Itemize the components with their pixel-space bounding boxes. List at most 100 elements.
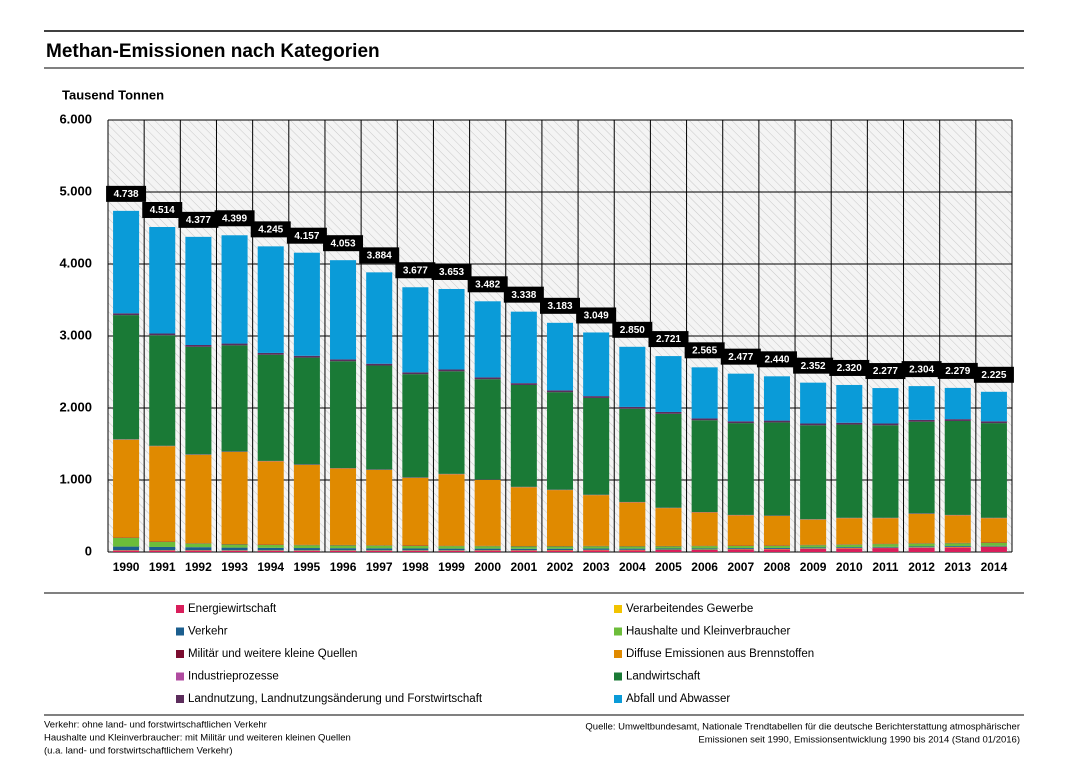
- bar-segment: [944, 546, 971, 547]
- x-tick-label: 1999: [438, 560, 465, 574]
- x-tick-label: 1993: [221, 560, 248, 574]
- bar-segment: [474, 550, 501, 552]
- total-label-box: [467, 276, 508, 293]
- bar-segment: [800, 519, 827, 545]
- total-label: 3.049: [584, 311, 609, 322]
- bar-segment: [438, 474, 465, 546]
- bar-segment: [836, 548, 863, 552]
- x-tick-label: 1991: [149, 560, 176, 574]
- bar-segment: [293, 550, 320, 552]
- total-label: 2.225: [981, 370, 1006, 381]
- y-axis-label: Tausend Tonnen: [62, 87, 164, 102]
- bar-segment: [366, 363, 393, 366]
- bar-segment: [836, 547, 863, 549]
- bar-segment: [330, 359, 357, 362]
- bar-segment: [944, 419, 971, 421]
- bar-segment: [510, 550, 537, 552]
- x-tick-label: 1997: [366, 560, 393, 574]
- bar-segment: [583, 397, 610, 495]
- bar-segment: [293, 464, 320, 545]
- bar-segment: [691, 367, 718, 419]
- total-label-box: [395, 262, 436, 279]
- bar-segment: [872, 546, 899, 548]
- total-label-box: [829, 359, 870, 376]
- bar-segment: [619, 548, 646, 550]
- x-tick-label: 2005: [655, 560, 682, 574]
- bar-segment: [691, 549, 718, 552]
- bar-segment: [980, 421, 1007, 424]
- x-tick-label: 2002: [547, 560, 574, 574]
- total-label: 3.653: [439, 267, 464, 278]
- x-tick-label: 1996: [330, 560, 357, 574]
- bar-segment: [510, 383, 537, 385]
- bar-segment: [474, 548, 501, 551]
- bar-segment: [221, 345, 248, 452]
- bar-segment: [727, 423, 754, 515]
- bar-segment: [655, 549, 682, 552]
- bar-segment: [763, 376, 790, 421]
- bar-segment: [619, 346, 646, 407]
- bar-segment: [149, 546, 176, 551]
- bar-segment: [944, 543, 971, 547]
- bar-segment: [402, 287, 429, 373]
- bar-segment: [908, 546, 935, 548]
- bar-segment: [836, 384, 863, 423]
- total-label-box: [142, 201, 183, 218]
- bar-segment: [257, 352, 284, 355]
- bar-segment: [257, 246, 284, 353]
- total-label: 3.183: [547, 301, 572, 312]
- x-tick-label: 2001: [510, 560, 537, 574]
- bar-segment: [149, 335, 176, 446]
- bar-segment: [655, 546, 682, 549]
- bar-segment: [113, 550, 140, 552]
- total-label: 2.304: [909, 364, 934, 375]
- total-label-box: [937, 362, 978, 379]
- total-label: 2.477: [728, 352, 753, 363]
- bar-segment: [980, 423, 1007, 518]
- y-tick-label: 4.000: [59, 255, 92, 270]
- x-tick-label: 1998: [402, 560, 429, 574]
- bar-segment: [546, 548, 574, 551]
- total-label: 2.721: [656, 334, 681, 345]
- bar-segment: [149, 226, 176, 334]
- bar-segment: [727, 545, 754, 549]
- total-label: 4.053: [331, 238, 356, 249]
- bar-segment: [800, 382, 827, 424]
- bar-segment: [221, 544, 248, 548]
- legend-swatch: [176, 672, 184, 681]
- y-tick-label: 6.000: [59, 111, 92, 126]
- bar-segment: [872, 425, 899, 518]
- bar-segment: [221, 235, 248, 344]
- bar-segment: [366, 550, 393, 552]
- bar-segment: [510, 548, 537, 551]
- bar-segment: [402, 548, 429, 551]
- x-tick-label: 2006: [691, 560, 718, 574]
- bar-segment: [474, 379, 501, 480]
- bar-segment: [655, 356, 682, 412]
- y-tick-label: 5.000: [59, 183, 92, 198]
- bar-segment: [763, 549, 790, 552]
- bar-segment: [800, 423, 827, 426]
- total-label: 2.352: [801, 361, 826, 372]
- bar-segment: [727, 515, 754, 546]
- bar-segment: [113, 439, 140, 538]
- bar-segment: [872, 518, 899, 544]
- bar-segment: [546, 490, 574, 547]
- bar-segment: [619, 406, 646, 409]
- bar-segment: [330, 545, 357, 549]
- legend-label: Diffuse Emissionen aus Brennstoffen: [626, 648, 814, 660]
- bar-segment: [113, 546, 140, 551]
- x-tick-label: 2007: [727, 560, 754, 574]
- legend-swatch: [176, 695, 184, 703]
- footnote: Haushalte und Kleinverbraucher: mit Mili…: [44, 733, 351, 744]
- bar-segment: [583, 495, 610, 546]
- bar-segment: [113, 313, 140, 316]
- bar-segment: [727, 421, 754, 424]
- total-label: 4.514: [150, 205, 175, 216]
- bar-segment: [474, 546, 501, 549]
- total-label-box: [720, 348, 761, 365]
- bar-segment: [330, 468, 357, 545]
- total-label-box: [286, 227, 327, 244]
- bar-segment: [583, 546, 610, 549]
- bar-segment: [221, 343, 248, 346]
